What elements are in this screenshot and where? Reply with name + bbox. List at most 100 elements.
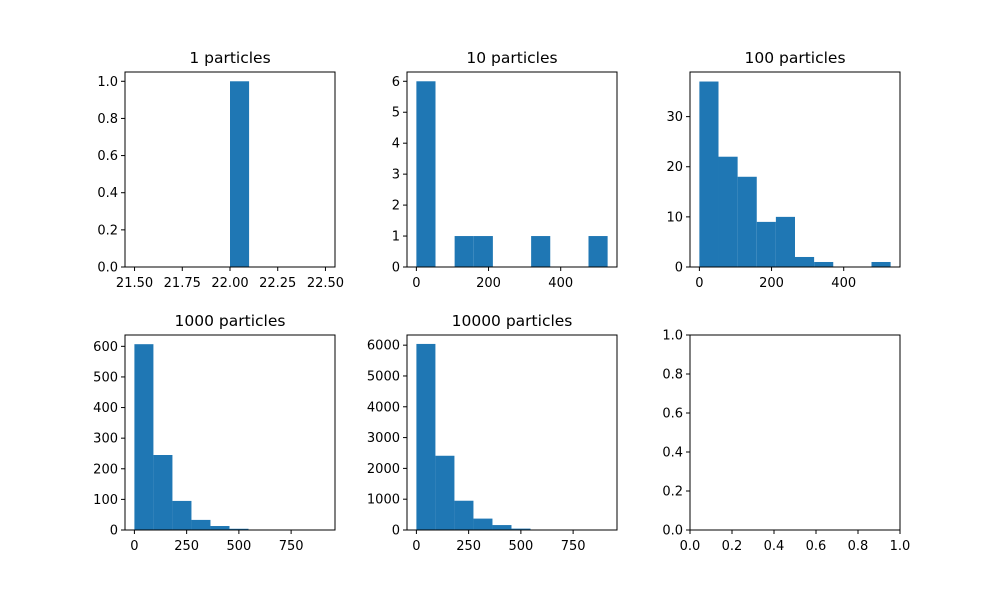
histogram-bar bbox=[473, 236, 493, 267]
histogram-bar bbox=[718, 156, 738, 267]
histogram-bar bbox=[531, 236, 551, 267]
x-tick-label: 500 bbox=[226, 539, 251, 554]
histogram-bar bbox=[454, 500, 474, 530]
y-tick-label: 2000 bbox=[367, 462, 400, 477]
subplot-2: 0 200 400 0 1 2 3 4 5 6 10 particles bbox=[392, 49, 618, 291]
x-tick-label: 0.6 bbox=[806, 539, 827, 554]
histogram-bar bbox=[191, 519, 211, 530]
y-tick-label: 0.8 bbox=[97, 112, 118, 127]
subplot-title: 10000 particles bbox=[452, 312, 573, 330]
x-tick-label: 500 bbox=[508, 539, 533, 554]
y-tick-label: 0 bbox=[392, 524, 400, 539]
subplot-title: 10 particles bbox=[466, 49, 557, 67]
x-tick-label: 22.00 bbox=[211, 276, 248, 291]
y-tick-label: 0.2 bbox=[662, 485, 683, 500]
y-tick-label: 500 bbox=[93, 370, 118, 385]
x-tick-label: 750 bbox=[279, 539, 304, 554]
y-tick-label: 3000 bbox=[367, 431, 400, 446]
x-tick-label: 0 bbox=[695, 276, 703, 291]
y-tick-label: 4000 bbox=[367, 400, 400, 415]
histogram-bar bbox=[473, 518, 493, 530]
x-tick-label: 21.75 bbox=[164, 276, 201, 291]
y-tick-label: 6 bbox=[392, 75, 400, 90]
x-tick-label: 250 bbox=[456, 539, 481, 554]
y-tick-label: 0.4 bbox=[97, 186, 118, 201]
y-tick-label: 0.0 bbox=[97, 261, 118, 276]
y-tick-label: 30 bbox=[666, 110, 683, 125]
subplot-3: 0 200 400 0 10 20 30 100 particles bbox=[666, 49, 901, 291]
x-tick-label: 1.0 bbox=[890, 539, 911, 554]
x-tick-label: 21.50 bbox=[116, 276, 153, 291]
histogram-bar bbox=[511, 528, 531, 530]
x-tick-label: 250 bbox=[174, 539, 199, 554]
y-tick-label: 0 bbox=[110, 524, 118, 539]
y-tick-label: 400 bbox=[93, 401, 118, 416]
histogram-bar bbox=[492, 525, 512, 530]
x-tick-label: 200 bbox=[759, 276, 784, 291]
histogram-bar bbox=[454, 236, 474, 267]
histogram-bar bbox=[795, 256, 815, 267]
subplot-6: 0.0 0.2 0.4 0.6 0.8 1.0 0.0 0.2 0.4 0.6 0.8 1.0 bbox=[662, 329, 910, 555]
y-tick-label: 0 bbox=[392, 261, 400, 276]
axes-frame bbox=[406, 71, 618, 268]
histogram-bar bbox=[172, 500, 192, 530]
y-tick-label: 0 bbox=[675, 261, 683, 276]
y-tick-label: 0.0 bbox=[662, 524, 683, 539]
histogram-bar bbox=[230, 81, 250, 268]
histogram-bar bbox=[588, 236, 608, 267]
x-tick-label: 0 bbox=[412, 276, 420, 291]
y-tick-label: 0.6 bbox=[662, 407, 683, 422]
axes-frame bbox=[406, 334, 618, 531]
subplot-title: 1000 particles bbox=[175, 312, 286, 330]
y-tick-label: 3 bbox=[392, 168, 400, 183]
y-tick-label: 1.0 bbox=[97, 75, 118, 90]
y-tick-label: 200 bbox=[93, 462, 118, 477]
y-tick-label: 0.4 bbox=[662, 446, 683, 461]
histogram-bar bbox=[229, 528, 249, 530]
x-tick-label: 22.50 bbox=[307, 276, 344, 291]
x-tick-label: 0.8 bbox=[848, 539, 869, 554]
y-tick-label: 600 bbox=[93, 340, 118, 355]
histogram-bar bbox=[737, 176, 757, 267]
y-tick-label: 5000 bbox=[367, 369, 400, 384]
x-tick-label: 0.2 bbox=[722, 539, 743, 554]
x-tick-label: 400 bbox=[548, 276, 573, 291]
axes-frame bbox=[124, 334, 336, 531]
subplot-title: 100 particles bbox=[744, 49, 845, 67]
histogram-bar bbox=[699, 81, 719, 268]
histogram-bar bbox=[435, 455, 455, 530]
x-tick-label: 0 bbox=[130, 539, 138, 554]
y-tick-label: 0.2 bbox=[97, 223, 118, 238]
y-tick-label: 20 bbox=[666, 160, 683, 175]
histogram-bar bbox=[153, 455, 173, 530]
y-tick-label: 300 bbox=[93, 432, 118, 447]
y-tick-label: 1.0 bbox=[662, 329, 683, 344]
x-tick-label: 0.0 bbox=[680, 539, 701, 554]
subplot-title: 1 particles bbox=[189, 49, 270, 67]
y-tick-label: 5 bbox=[392, 106, 400, 121]
y-tick-label: 1 bbox=[392, 230, 400, 245]
y-tick-label: 1000 bbox=[367, 493, 400, 508]
x-tick-label: 0.4 bbox=[764, 539, 785, 554]
axes-frame bbox=[689, 71, 901, 268]
histogram-bar bbox=[134, 344, 154, 530]
y-tick-label: 0.8 bbox=[662, 368, 683, 383]
x-tick-label: 400 bbox=[831, 276, 856, 291]
y-tick-label: 2 bbox=[392, 199, 400, 214]
subplot-1: 21.50 21.75 22.00 22.25 22.50 0.0 0.2 0.4 0.6 0.8… bbox=[97, 49, 344, 291]
histogram-bar bbox=[210, 526, 230, 530]
x-tick-label: 750 bbox=[561, 539, 586, 554]
y-tick-label: 6000 bbox=[367, 339, 400, 354]
subplot-5: 0 250 500 750 0 1000 2000 3000 4000 5000 6000 10000… bbox=[367, 312, 618, 554]
histogram-bar bbox=[416, 343, 436, 530]
y-tick-label: 10 bbox=[666, 210, 683, 225]
x-tick-label: 200 bbox=[476, 276, 501, 291]
y-tick-label: 100 bbox=[93, 493, 118, 508]
y-tick-label: 4 bbox=[392, 137, 400, 152]
histogram-bar bbox=[871, 261, 891, 267]
axes-frame bbox=[689, 334, 901, 531]
histogram-bar bbox=[416, 81, 436, 268]
y-tick-label: 0.6 bbox=[97, 149, 118, 164]
subplot-4: 0 250 500 750 0 100 200 300 400 500 600 1000 partic… bbox=[93, 312, 336, 554]
